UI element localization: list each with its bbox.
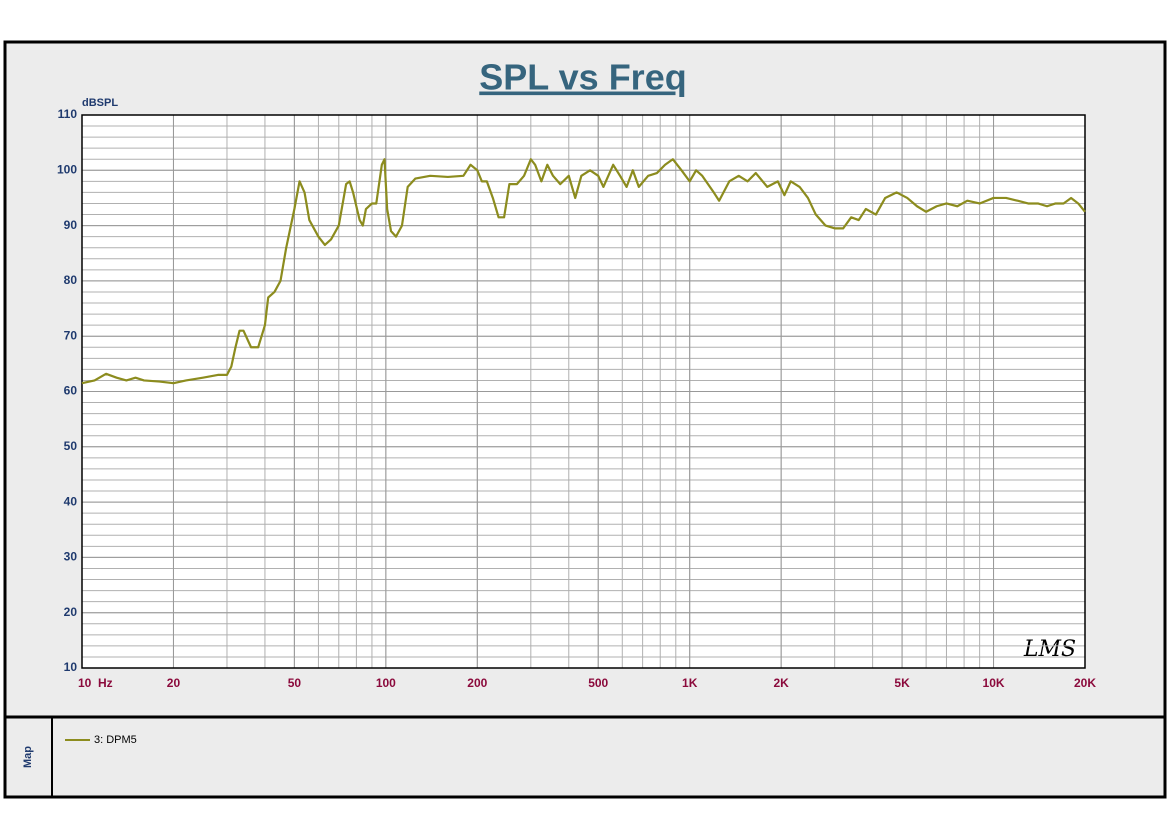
y-tick-label: 10 <box>64 660 78 674</box>
x-tick-label: 2K <box>773 676 789 690</box>
x-tick-label: 20K <box>1074 676 1096 690</box>
x-tick-label: 500 <box>588 676 608 690</box>
x-tick-label: 20 <box>167 676 181 690</box>
y-tick-label: 50 <box>64 439 78 453</box>
x-tick-label: 1K <box>682 676 698 690</box>
y-tick-label: 40 <box>64 494 78 508</box>
series-line <box>81 158 1086 385</box>
y-tick-label: 20 <box>64 605 78 619</box>
x-tick-label: 200 <box>467 676 487 690</box>
y-axis-label: dBSPL <box>82 97 118 109</box>
chart-title: SPL vs Freq <box>479 57 686 98</box>
y-tick-label: 80 <box>64 273 78 287</box>
y-tick-label: 100 <box>57 162 77 176</box>
plot-border <box>81 114 1086 669</box>
y-tick-label: 30 <box>64 550 78 564</box>
x-tick-label: 50 <box>288 676 302 690</box>
panel-label: Map <box>22 746 34 768</box>
watermark: LMS <box>1023 637 1076 662</box>
y-tick-label: 70 <box>64 328 78 342</box>
x-tick-label: 5K <box>894 676 910 690</box>
x-tick-label: 100 <box>376 676 396 690</box>
x-tick-label: 10 Hz <box>78 676 113 690</box>
y-tick-label: 90 <box>64 218 78 232</box>
y-tick-label: 60 <box>64 384 78 398</box>
legend-label: 3: DPM5 <box>94 734 137 746</box>
x-tick-label: 10K <box>983 676 1005 690</box>
y-tick-label: 110 <box>58 107 78 121</box>
